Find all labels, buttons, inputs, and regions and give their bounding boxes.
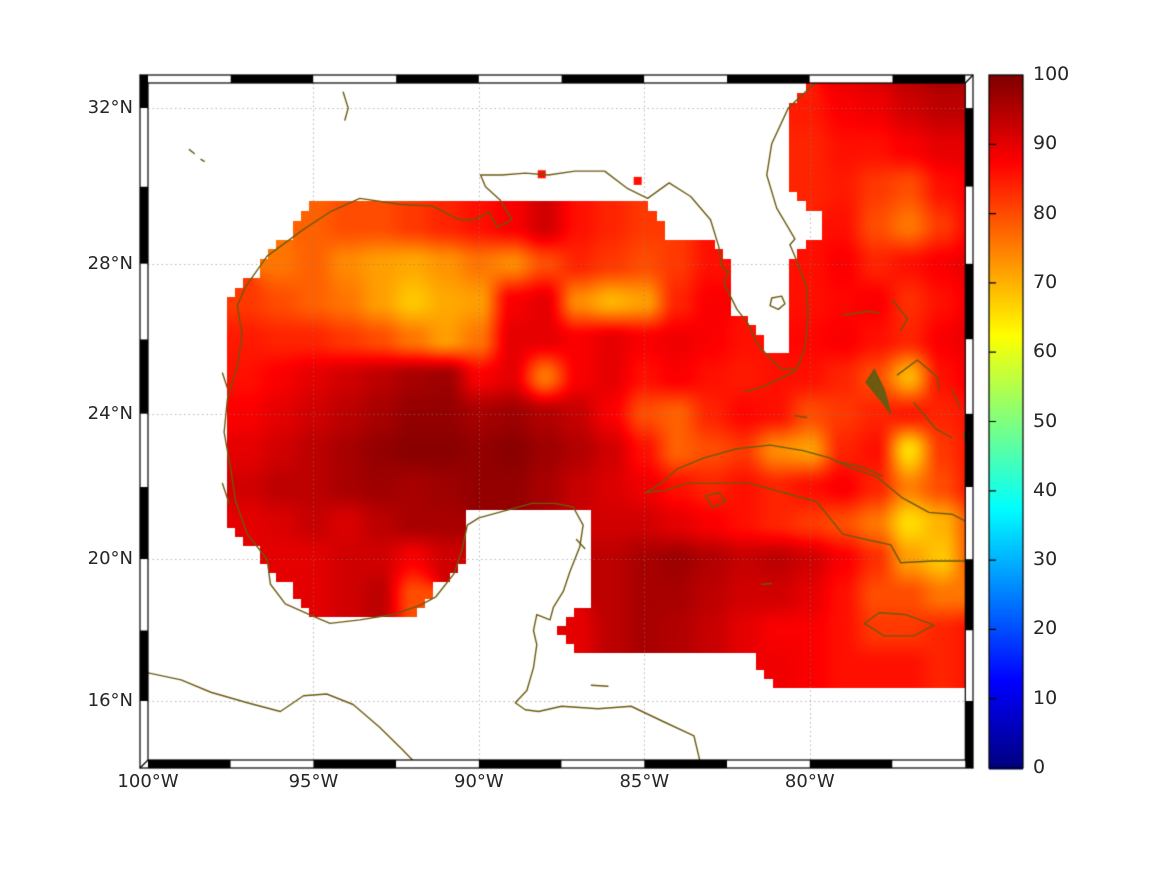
latitude-tick-label: 32°N — [87, 97, 133, 119]
longitude-tick-label: 90°W — [454, 771, 504, 792]
colorbar-tick-label: 0 — [1033, 756, 1046, 778]
colorbar-tick-label: 100 — [1033, 63, 1070, 85]
latitude-tick-label: 24°N — [87, 402, 133, 424]
longitude-tick-label: 85°W — [619, 771, 670, 792]
latitude-tick-label: 20°N — [87, 548, 133, 570]
longitude-tick-label: 95°W — [288, 771, 339, 792]
colorbar-tick-label: 60 — [1033, 340, 1058, 363]
latitude-tick-label: 28°N — [87, 252, 133, 274]
longitude-tick-label: 100°W — [117, 771, 179, 792]
colorbar-tick-label: 40 — [1033, 478, 1058, 501]
latitude-tick-label: 16°N — [87, 689, 133, 711]
colorbar-tick-label: 10 — [1033, 686, 1058, 709]
colorbar-tick-label: 70 — [1033, 270, 1058, 293]
colorbar-tick-label: 80 — [1033, 201, 1058, 224]
longitude-tick-label: 80°W — [784, 771, 835, 792]
colorbar-tick-label: 90 — [1033, 132, 1058, 155]
colorbar-tick-label: 30 — [1033, 548, 1058, 571]
colorbar-tick-label: 20 — [1033, 617, 1058, 640]
colorbar-tick-label: 50 — [1033, 409, 1058, 432]
